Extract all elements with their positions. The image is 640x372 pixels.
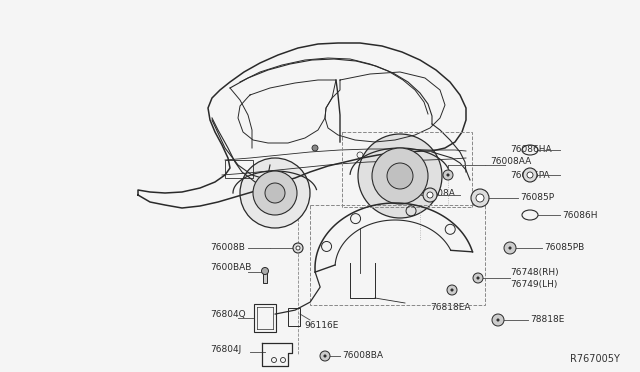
Text: 76085PB: 76085PB bbox=[544, 244, 584, 253]
Circle shape bbox=[476, 194, 484, 202]
Circle shape bbox=[504, 242, 516, 254]
Bar bbox=[263, 271, 267, 283]
Bar bbox=[288, 308, 300, 326]
Text: 76818EA: 76818EA bbox=[430, 304, 470, 312]
Text: 78818E: 78818E bbox=[530, 315, 564, 324]
Bar bbox=[310, 205, 485, 305]
Circle shape bbox=[471, 189, 489, 207]
Text: 7600BAB: 7600BAB bbox=[210, 263, 252, 273]
Text: 76804Q: 76804Q bbox=[210, 311, 246, 320]
Circle shape bbox=[324, 355, 326, 357]
Text: R767005Y: R767005Y bbox=[570, 354, 620, 364]
Text: 76008B: 76008B bbox=[210, 244, 245, 253]
Circle shape bbox=[296, 246, 300, 250]
Circle shape bbox=[320, 351, 330, 361]
Text: 76749(LH): 76749(LH) bbox=[510, 280, 557, 289]
Text: 76085P: 76085P bbox=[520, 193, 554, 202]
Circle shape bbox=[473, 273, 483, 283]
Circle shape bbox=[443, 170, 453, 180]
Circle shape bbox=[387, 163, 413, 189]
Circle shape bbox=[492, 314, 504, 326]
Text: 76008A: 76008A bbox=[420, 189, 455, 198]
Circle shape bbox=[477, 277, 479, 279]
Circle shape bbox=[423, 188, 437, 202]
Circle shape bbox=[509, 247, 511, 249]
Circle shape bbox=[527, 172, 533, 178]
Circle shape bbox=[497, 319, 499, 321]
Bar bbox=[254, 304, 276, 332]
Circle shape bbox=[312, 145, 318, 151]
Text: 76748(RH): 76748(RH) bbox=[510, 267, 559, 276]
Circle shape bbox=[240, 158, 310, 228]
Circle shape bbox=[358, 134, 442, 218]
Text: 76086H: 76086H bbox=[562, 211, 598, 219]
Text: 76804J: 76804J bbox=[210, 346, 241, 355]
Circle shape bbox=[451, 289, 453, 291]
Circle shape bbox=[372, 148, 428, 204]
Text: 96116E: 96116E bbox=[304, 321, 339, 330]
Circle shape bbox=[262, 267, 269, 275]
Circle shape bbox=[293, 243, 303, 253]
Bar bbox=[342, 132, 472, 207]
Text: 76085PA: 76085PA bbox=[510, 170, 550, 180]
Circle shape bbox=[265, 183, 285, 203]
Circle shape bbox=[523, 168, 537, 182]
Bar bbox=[225, 160, 253, 178]
Circle shape bbox=[253, 171, 297, 215]
Circle shape bbox=[447, 285, 457, 295]
Text: 76086HA: 76086HA bbox=[510, 145, 552, 154]
Circle shape bbox=[427, 192, 433, 198]
Text: 76008BA: 76008BA bbox=[342, 352, 383, 360]
Text: 76008AA: 76008AA bbox=[490, 157, 531, 167]
Circle shape bbox=[447, 174, 449, 176]
